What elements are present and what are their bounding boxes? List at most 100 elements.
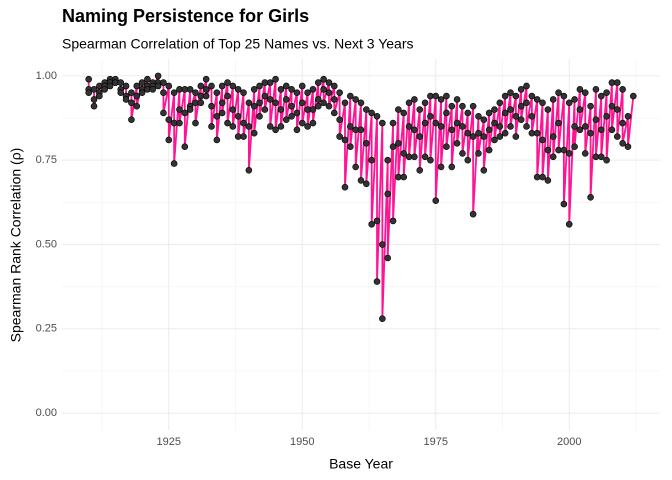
point [101, 86, 109, 93]
point [389, 143, 397, 150]
point [491, 119, 498, 127]
point [298, 82, 306, 90]
point [202, 86, 210, 93]
chart-title: Naming Persistence for Girls [62, 6, 309, 26]
point [160, 109, 167, 117]
point [512, 92, 520, 100]
point [576, 106, 584, 113]
point [368, 109, 375, 117]
point [192, 119, 199, 127]
point [395, 106, 402, 113]
point [250, 129, 258, 137]
point [549, 153, 557, 161]
point [597, 92, 605, 100]
point [245, 123, 253, 130]
point [613, 133, 621, 140]
point [90, 102, 98, 110]
point [384, 254, 391, 262]
point [341, 99, 349, 107]
point [469, 133, 477, 140]
x-tick-label: 1975 [424, 436, 448, 448]
point [298, 99, 306, 107]
point [325, 89, 333, 97]
point [181, 143, 189, 150]
point [421, 99, 429, 107]
point [517, 116, 525, 124]
point [544, 106, 552, 113]
point [400, 109, 408, 117]
point [608, 102, 616, 110]
point [208, 102, 215, 110]
point [571, 96, 578, 103]
point [368, 156, 375, 164]
point [320, 86, 327, 93]
point [523, 82, 530, 90]
point [416, 106, 424, 113]
point [587, 129, 594, 137]
point [624, 113, 632, 120]
point [464, 129, 472, 137]
point [261, 92, 269, 100]
point [448, 163, 456, 171]
point [485, 109, 493, 117]
point [293, 126, 301, 134]
point [571, 123, 578, 130]
point [304, 89, 311, 97]
point [491, 106, 498, 113]
point [138, 89, 146, 97]
point [539, 99, 546, 107]
point [341, 183, 349, 191]
chart-subtitle: Spearman Correlation of Top 25 Names vs.… [62, 36, 413, 52]
point [218, 99, 226, 107]
point [240, 133, 247, 140]
point [507, 89, 514, 97]
point [389, 119, 397, 127]
point [464, 109, 472, 117]
point [165, 116, 173, 124]
point [202, 75, 210, 83]
point [309, 86, 317, 93]
x-tick-label: 1950 [290, 436, 314, 448]
point [453, 119, 461, 127]
point [357, 99, 365, 107]
y-tick-label: 0.25 [36, 323, 57, 335]
point [443, 109, 450, 117]
point [245, 167, 253, 174]
point [266, 79, 274, 86]
point [149, 86, 157, 93]
point [501, 109, 509, 117]
point [170, 160, 178, 167]
point [170, 89, 178, 97]
point [480, 167, 488, 174]
point [272, 75, 279, 83]
point [165, 136, 173, 144]
point [501, 129, 509, 137]
point [608, 126, 616, 134]
point [539, 173, 546, 181]
point [197, 82, 205, 90]
point [128, 116, 135, 124]
point [133, 92, 141, 100]
point [314, 79, 322, 86]
x-tick-label: 2000 [557, 436, 581, 448]
point [469, 102, 477, 110]
point [395, 140, 402, 147]
point [314, 102, 322, 110]
point [576, 86, 584, 93]
point [565, 99, 573, 107]
point [565, 220, 573, 228]
point [384, 190, 391, 198]
point [272, 99, 279, 107]
point [416, 133, 424, 140]
point [421, 119, 429, 127]
point [496, 99, 504, 107]
point [411, 153, 418, 161]
point [309, 119, 317, 127]
point [352, 163, 359, 171]
point [293, 109, 301, 117]
point [154, 72, 162, 80]
point [277, 86, 285, 93]
point [544, 146, 552, 154]
point [213, 113, 221, 120]
